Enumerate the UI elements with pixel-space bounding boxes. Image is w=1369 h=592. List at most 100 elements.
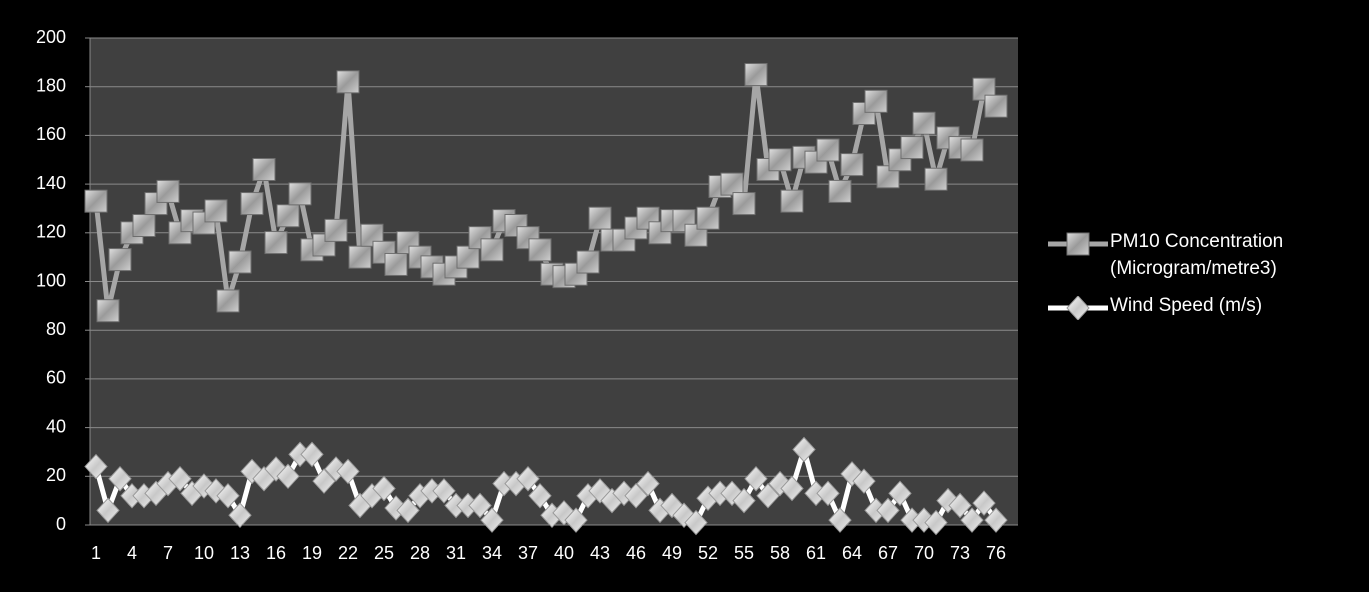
x-tick-label: 61 [806,543,826,563]
marker [96,299,120,323]
marker [876,497,900,524]
marker [816,138,840,162]
x-tick-label: 19 [302,543,322,563]
marker [132,213,156,237]
marker [348,245,372,269]
marker [264,231,288,255]
marker [684,223,708,247]
y-tick-label: 160 [36,124,66,144]
marker [660,492,684,519]
legend-entry: Wind Speed (m/s) [1046,292,1346,320]
marker [480,238,504,262]
marker [948,492,972,519]
marker [936,487,960,514]
legend-label: Wind Speed (m/s) [1110,295,1263,316]
x-tick-label: 46 [626,543,646,563]
x-tick-label: 7 [163,543,173,563]
marker [636,470,660,497]
marker [276,463,300,490]
legend: PM10 Concentration (Microgram/metre3) Win… [1046,228,1346,329]
y-tick-label: 0 [56,514,66,534]
marker [780,475,804,502]
marker [336,458,360,485]
x-tick-label: 55 [734,543,754,563]
marker [732,192,756,216]
y-tick-label: 80 [46,319,66,339]
marker [228,250,252,274]
marker [780,189,804,213]
legend-entry: PM10 Concentration (Microgram/metre3) [1046,228,1346,282]
marker [696,206,720,230]
marker [312,468,336,494]
marker [960,507,984,533]
marker [744,465,768,492]
legend-key [1048,232,1108,256]
x-tick-label: 37 [518,543,538,563]
x-tick-label: 22 [338,543,358,563]
marker [720,172,744,196]
marker [228,502,252,528]
x-tick-label: 34 [482,543,502,563]
marker [372,475,396,502]
series-line [93,447,999,526]
x-tick-label: 64 [842,543,862,563]
x-tick-label: 25 [374,543,394,563]
marker [96,497,120,524]
y-tick-label: 20 [46,465,66,485]
x-tick-label: 4 [127,543,137,563]
marker [108,465,132,492]
marker [84,453,108,480]
marker [300,441,324,468]
marker [564,507,588,533]
marker [876,165,900,189]
marker [888,480,912,507]
marker [912,111,936,135]
marker [768,148,792,172]
marker [108,248,132,272]
marker [852,468,876,494]
marker [624,483,648,509]
marker [216,289,240,313]
x-tick-label: 52 [698,543,718,563]
marker [432,478,456,504]
marker [324,218,348,242]
marker [864,89,888,113]
marker [816,480,840,507]
x-tick-label: 40 [554,543,574,563]
x-tick-label: 31 [446,543,466,563]
x-tick-label: 67 [878,543,898,563]
y-tick-label: 180 [36,75,66,95]
marker [240,192,264,216]
marker [792,436,816,463]
marker [156,179,180,203]
marker [984,94,1008,118]
marker [972,77,996,101]
marker [900,136,924,160]
marker [456,245,480,269]
marker [480,507,504,533]
marker [924,167,948,191]
y-tick-label: 60 [46,368,66,388]
x-tick-label: 49 [662,543,682,563]
marker [288,182,312,206]
marker [576,250,600,274]
y-tick-label: 40 [46,416,66,436]
marker [684,509,708,536]
x-tick-label: 58 [770,543,790,563]
marker [252,157,276,181]
series-line [93,72,999,314]
marker [384,252,408,276]
y-tick-label: 140 [36,173,66,193]
x-tick-label: 73 [950,543,970,563]
x-tick-label: 10 [194,543,214,563]
y-tick-label: 200 [36,27,66,47]
marker [828,507,852,533]
x-tick-label: 28 [410,543,430,563]
marker [840,153,864,177]
marker [828,179,852,203]
marker [528,483,552,509]
legend-marker [1066,232,1090,256]
marker [396,497,420,524]
marker [756,483,780,509]
